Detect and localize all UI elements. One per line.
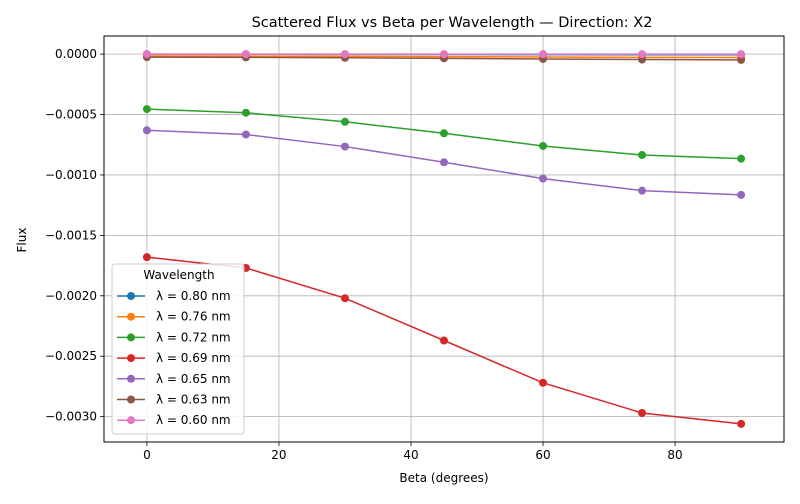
y-tick-label: −0.0010 [45,168,97,182]
data-point [241,130,250,139]
x-axis-label: Beta (degrees) [399,471,488,485]
legend-box [111,263,245,435]
y-tick-label: −0.0005 [45,108,97,122]
legend-label: λ = 0.76 nm [156,310,231,324]
x-tick-label: 60 [535,448,550,462]
data-point [440,158,448,167]
data-point [142,105,151,114]
data-point [737,419,746,428]
data-point [737,154,746,163]
legend-label: λ = 0.72 nm [156,330,231,344]
y-tick-label: −0.0015 [45,228,97,242]
x-tick-label: 0 [143,448,151,462]
legend-item: λ = 0.69 nm [117,351,231,365]
series [142,50,746,59]
legend-label: λ = 0.60 nm [156,413,231,427]
data-point [440,50,448,59]
y-axis: 0.0000 −0.0005 −0.0010 −0.0015 −0.0020 −0.002… [45,47,104,424]
data-point [539,378,548,387]
data-point [539,174,548,183]
x-tick-label: 80 [667,448,682,462]
legend-marker [127,354,135,363]
legend-marker [127,395,135,404]
legend-item: λ = 0.63 nm [117,393,231,407]
legend-marker [127,333,135,342]
x-tick-label: 20 [271,448,286,462]
series [142,253,746,428]
data-point [241,108,250,117]
data-point [638,50,647,59]
data-point [440,129,448,138]
y-axis-label: Flux [15,228,29,253]
data-point [638,186,647,195]
legend-item: λ = 0.60 nm [117,413,231,427]
legend-marker [127,292,135,300]
data-point [638,151,647,160]
plot-frame [103,35,785,443]
data-point [737,190,746,199]
x-axis: 0 20 40 60 80 [143,442,683,462]
data-point [340,294,349,303]
legend-marker [127,312,135,321]
series [142,126,746,199]
data-point [340,142,349,151]
legend: Wavelength λ = 0.80 nm λ = 0.76 nm λ = 0.72… [111,263,245,435]
data-point [142,126,151,135]
legend-label: λ = 0.63 nm [156,393,231,407]
data-point [142,253,151,262]
data-point [142,50,151,59]
y-tick-label: −0.0030 [45,410,97,424]
data-point [440,336,448,345]
x-tick-label: 40 [403,448,418,462]
data-point [737,50,746,59]
legend-label: λ = 0.80 nm [156,289,231,303]
legend-title: Wavelength [143,268,214,282]
data-point [539,141,548,150]
legend-label: λ = 0.69 nm [156,351,231,365]
legend-item: λ = 0.65 nm [117,372,231,386]
data-point [539,50,548,59]
legend-item: λ = 0.76 nm [117,310,231,324]
series-layer [142,50,746,428]
legend-marker [127,374,135,383]
y-tick-label: −0.0025 [45,349,97,363]
data-point [340,50,349,59]
series [142,105,746,163]
y-tick-label: 0.0000 [55,47,97,61]
legend-label: λ = 0.65 nm [156,372,231,386]
data-point [638,409,647,417]
data-point [737,55,746,64]
legend-item: λ = 0.72 nm [117,330,231,344]
data-point [241,50,250,59]
y-tick-label: −0.0020 [45,289,97,303]
legend-marker [127,416,135,425]
chart-title: Scattered Flux vs Beta per Wavelength — … [252,15,653,31]
data-point [340,117,349,126]
legend-item: λ = 0.80 nm [117,289,231,303]
